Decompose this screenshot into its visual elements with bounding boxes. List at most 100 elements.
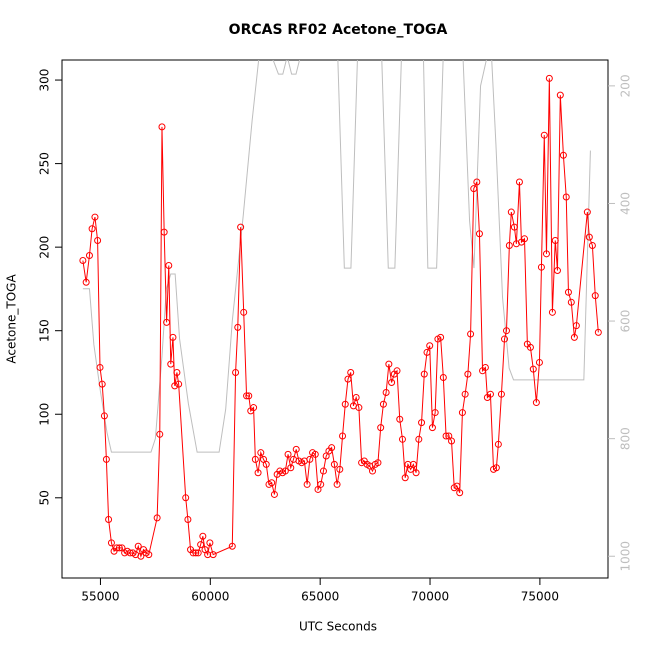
y-axis-label: Acetone_TOGA xyxy=(5,274,19,364)
data-point xyxy=(82,278,90,286)
data-point xyxy=(572,322,580,330)
data-point xyxy=(492,464,500,472)
data-point xyxy=(588,241,596,249)
x-tick-label: 65000 xyxy=(301,590,339,604)
data-point xyxy=(134,542,142,550)
data-point xyxy=(553,267,561,275)
y2-tick-label: 400 xyxy=(619,192,633,215)
data-point xyxy=(542,250,550,258)
data-point xyxy=(464,370,472,378)
data-point xyxy=(585,233,593,241)
data-point xyxy=(564,288,572,296)
plot-area xyxy=(79,60,602,560)
data-point xyxy=(426,342,434,350)
data-point xyxy=(494,440,502,448)
data-point xyxy=(262,460,270,468)
x-tick-label: 60000 xyxy=(191,590,229,604)
y-tick-label: 150 xyxy=(38,319,52,342)
data-point xyxy=(418,419,426,427)
data-point xyxy=(352,394,360,402)
data-point xyxy=(532,399,540,407)
data-point xyxy=(145,551,153,559)
data-point xyxy=(270,490,278,498)
x-tick-label: 70000 xyxy=(411,590,449,604)
data-point xyxy=(415,435,423,443)
data-point xyxy=(385,360,393,368)
data-point xyxy=(85,252,93,260)
data-point xyxy=(268,479,276,487)
data-point xyxy=(243,392,251,400)
data-point xyxy=(347,368,355,376)
data-point xyxy=(453,482,461,490)
data-point xyxy=(287,464,295,472)
data-point xyxy=(91,213,99,221)
data-point xyxy=(232,368,240,376)
data-point xyxy=(333,480,341,488)
chart-title: ORCAS RF02 Acetone_TOGA xyxy=(229,22,448,38)
data-point xyxy=(206,539,214,547)
data-point xyxy=(339,432,347,440)
data-point xyxy=(184,516,192,524)
data-point xyxy=(448,437,456,445)
data-point xyxy=(192,549,200,557)
data-point xyxy=(369,467,377,475)
x-tick-label: 55000 xyxy=(81,590,119,604)
y-tick-label: 250 xyxy=(38,152,52,175)
data-point xyxy=(175,380,183,388)
y2-tick-label: 800 xyxy=(619,427,633,450)
data-point xyxy=(100,412,108,420)
data-point xyxy=(257,449,265,457)
data-point xyxy=(79,257,87,265)
data-point xyxy=(507,208,515,216)
data-point xyxy=(234,323,242,331)
data-point xyxy=(442,432,450,440)
data-point xyxy=(526,343,534,351)
data-point xyxy=(245,392,253,400)
data-point xyxy=(160,228,168,236)
data-point xyxy=(401,474,409,482)
data-point xyxy=(341,400,349,408)
data-point xyxy=(537,263,545,271)
data-point xyxy=(167,360,175,368)
data-point xyxy=(292,445,300,453)
data-point xyxy=(382,389,390,397)
data-point xyxy=(431,409,439,417)
data-point xyxy=(306,455,314,463)
data-point xyxy=(284,450,292,458)
data-point xyxy=(96,363,104,371)
data-point xyxy=(153,514,161,522)
data-point xyxy=(355,404,363,412)
data-point xyxy=(250,404,258,412)
data-point xyxy=(94,236,102,244)
data-point xyxy=(501,335,509,343)
y2-tick-label: 200 xyxy=(619,74,633,97)
data-point xyxy=(199,532,207,540)
data-point xyxy=(169,333,177,341)
data-point xyxy=(505,241,513,249)
data-point xyxy=(115,544,123,552)
data-point xyxy=(540,131,548,139)
data-point xyxy=(467,330,475,338)
data-point xyxy=(594,328,602,336)
data-point xyxy=(529,365,537,373)
data-point xyxy=(570,333,578,341)
data-point xyxy=(102,455,110,463)
data-point xyxy=(583,208,591,216)
data-point xyxy=(194,549,202,557)
data-point xyxy=(189,549,197,557)
data-point xyxy=(396,415,404,423)
data-point xyxy=(240,308,248,316)
data-point xyxy=(398,435,406,443)
data-point xyxy=(328,444,336,452)
data-point xyxy=(165,262,173,270)
data-point xyxy=(551,236,559,244)
data-point xyxy=(237,223,245,231)
data-point xyxy=(393,367,401,375)
data-point xyxy=(107,539,115,547)
data-point xyxy=(330,460,338,468)
data-point xyxy=(591,292,599,300)
data-point xyxy=(461,390,469,398)
data-point xyxy=(470,185,478,193)
data-point xyxy=(456,489,464,497)
data-point xyxy=(458,409,466,417)
